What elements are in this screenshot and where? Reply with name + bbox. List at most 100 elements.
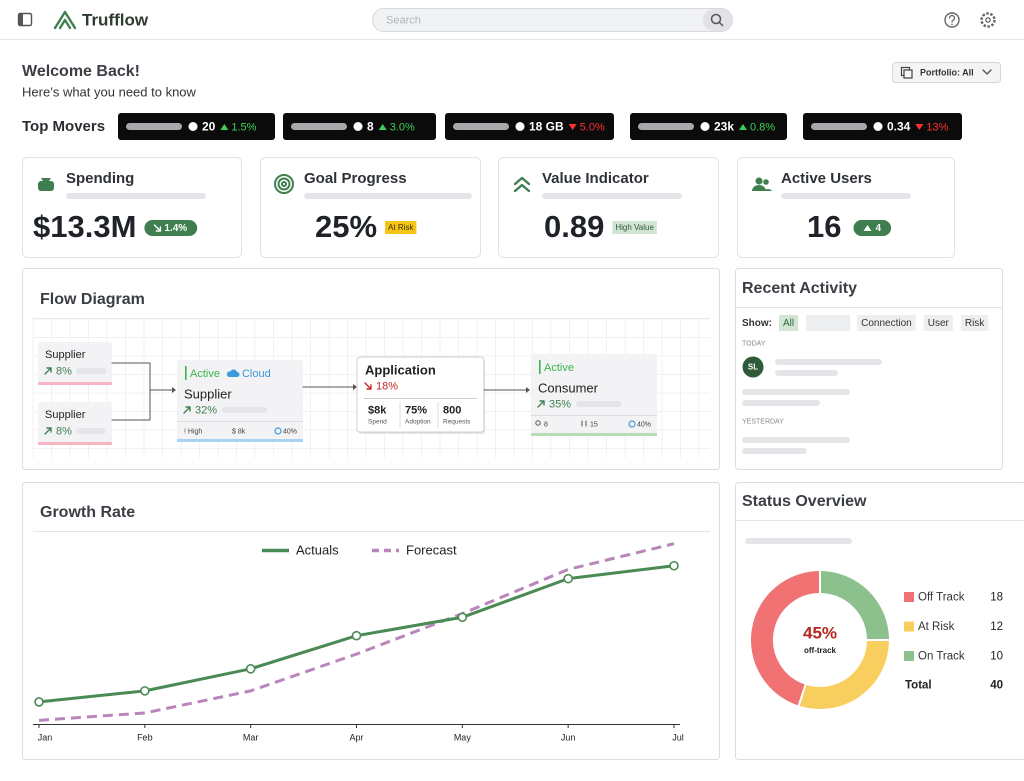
panel-title: Recent Activity: [742, 280, 857, 297]
placeholder-bar: [75, 428, 106, 434]
metric-label: Adoption: [405, 419, 431, 426]
filter-chip[interactable]: [779, 315, 799, 331]
placeholder-bar: [576, 401, 622, 407]
brand: Trufflow: [82, 10, 149, 29]
stat-icon: [274, 427, 282, 435]
x-tick-label: Apr: [349, 732, 363, 742]
placeholder-bar: [453, 123, 509, 130]
kpi-icon: [755, 177, 763, 185]
panel: [22, 268, 720, 470]
triangle-icon: [739, 124, 748, 130]
data-point: [351, 630, 362, 641]
arrow-icon: [537, 400, 545, 408]
node-accent: [38, 382, 112, 385]
placeholder-bar: [742, 448, 807, 454]
mover-chip: [445, 113, 614, 140]
mover-icon: [353, 122, 363, 131]
placeholder-bar: [781, 193, 911, 199]
node-name: Consumer: [538, 380, 599, 395]
placeholder-bar: [126, 123, 182, 130]
metric-label: Spend: [368, 419, 387, 426]
tag-bar: [185, 366, 187, 380]
connector: [111, 362, 174, 421]
node-change: 35%: [549, 398, 571, 410]
node-accent: [38, 442, 112, 445]
connector-head: [526, 387, 530, 393]
total-value: 40: [990, 680, 1003, 692]
metric-value: 800: [443, 404, 461, 416]
kpi-icon: [763, 179, 769, 185]
triangle-icon: [863, 225, 872, 231]
avatar-initials: SL: [748, 363, 758, 372]
kpi-value: 25%: [315, 209, 377, 244]
placeholder-bar: [542, 193, 682, 199]
connector-head: [353, 384, 357, 390]
filter-chip[interactable]: [806, 315, 851, 331]
mover-change: 3.0%: [390, 121, 415, 133]
kpi-badge: [144, 220, 198, 236]
node-stat: $ 8k: [232, 428, 246, 435]
triangle-icon: [378, 124, 387, 130]
kpi-icon: [752, 185, 772, 191]
kpi-badge: [612, 221, 657, 234]
flow-node: [356, 356, 485, 433]
filter-chip-label[interactable]: All: [783, 318, 794, 329]
stat-icon: [581, 420, 587, 427]
kpi-badge: [853, 220, 892, 236]
panel: [735, 268, 1003, 470]
x-tick-label: Jun: [561, 732, 576, 742]
kpi-icon: [38, 181, 54, 191]
kpi-value: 16: [807, 209, 841, 244]
filter-chip[interactable]: [923, 315, 953, 331]
cloud-icon: [226, 369, 240, 377]
filter-chip[interactable]: [857, 315, 916, 331]
metric-value: 75%: [405, 404, 427, 416]
sidebar-toggle[interactable]: [17, 12, 33, 27]
mover-icon: [188, 122, 198, 131]
donut-center-value: 45%: [803, 623, 837, 642]
welcome-subtitle: Here’s what you need to know: [22, 84, 197, 99]
filter-chip-label[interactable]: Connection: [861, 318, 912, 329]
legend-label: Actuals: [296, 542, 339, 557]
x-tick-label: Mar: [243, 732, 259, 742]
portfolio-label: Portfolio: All: [920, 67, 974, 77]
avatar: [742, 356, 764, 378]
mover-change: 5.0%: [580, 121, 605, 133]
legend-value: 12: [990, 621, 1003, 633]
search-button[interactable]: [703, 9, 732, 31]
portfolio-button[interactable]: [892, 62, 1001, 83]
legend-value: 10: [990, 651, 1003, 663]
search-box[interactable]: [372, 8, 733, 32]
mover-value: 23k: [714, 120, 734, 134]
legend-swatch: [904, 621, 914, 632]
mover-value: 0.34: [887, 120, 911, 134]
mover-value: 18 GB: [529, 120, 564, 134]
kpi-card: [260, 157, 481, 258]
filter-chip-label[interactable]: Risk: [965, 318, 985, 329]
triangle-icon: [220, 124, 229, 130]
data-point: [34, 697, 44, 707]
total-label: Total: [905, 680, 932, 692]
kpi-badge-label: 4: [875, 223, 881, 234]
mover-change: 0.8%: [750, 121, 775, 133]
x-tick-label: Jul: [672, 732, 684, 742]
node-change: 18%: [376, 380, 398, 392]
filter-chip[interactable]: [960, 315, 989, 331]
stat-icon: [628, 420, 636, 428]
help-button[interactable]: [944, 12, 960, 28]
settings-button[interactable]: [980, 12, 996, 28]
kpi-badge-label: High Value: [615, 223, 654, 232]
connector-head: [172, 387, 176, 393]
settings-icon: [985, 17, 991, 23]
data-point: [140, 686, 150, 696]
data-point: [563, 573, 573, 584]
node-stat: 15: [590, 421, 598, 428]
panel: [735, 482, 1024, 760]
x-tick-label: May: [454, 732, 472, 742]
help-icon: [951, 23, 953, 26]
donut-segment: [749, 568, 821, 708]
node-name: Supplier: [45, 409, 86, 421]
filter-chip-label[interactable]: User: [928, 318, 950, 329]
chart-title: Status Overview: [742, 493, 867, 510]
